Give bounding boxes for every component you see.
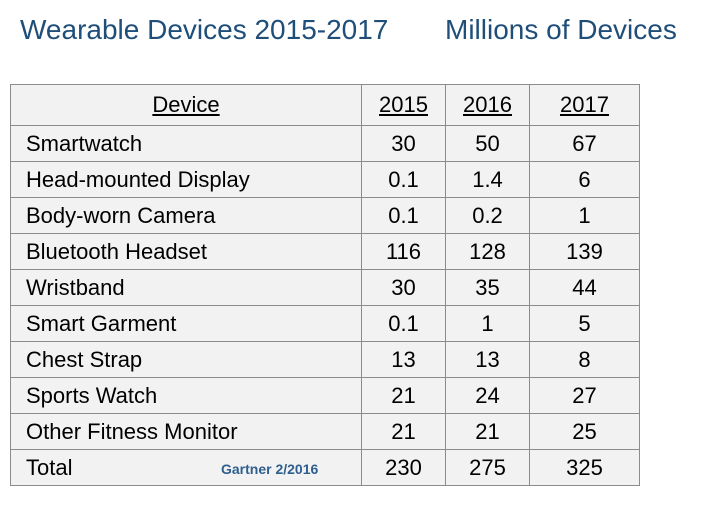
column-header-2017: 2017 xyxy=(529,84,640,126)
cell-2017: 25 xyxy=(529,413,640,450)
cell-2016: 13 xyxy=(445,341,530,378)
table-row: Bluetooth Headset 116 128 139 xyxy=(10,233,640,270)
column-header-2015: 2015 xyxy=(361,84,446,126)
cell-2015: 21 xyxy=(361,377,446,414)
table-title: Wearable Devices 2015-2017 xyxy=(20,14,389,45)
table-row: Sports Watch 21 24 27 xyxy=(10,377,640,414)
cell-2016: 1.4 xyxy=(445,161,530,198)
total-cell: Total Gartner 2/2016 xyxy=(10,449,362,486)
cell-2017: 8 xyxy=(529,341,640,378)
units-label: Millions of Devices xyxy=(445,14,677,45)
wearable-devices-table: Device 2015 2016 2017 Smartwatch 30 50 6… xyxy=(10,84,640,486)
table-row: Smartwatch 30 50 67 xyxy=(10,125,640,162)
cell-2016: 24 xyxy=(445,377,530,414)
row-label: Smart Garment xyxy=(10,305,362,342)
table-row: Body-worn Camera 0.1 0.2 1 xyxy=(10,197,640,234)
row-label: Head-mounted Display xyxy=(10,161,362,198)
cell-2016: 35 xyxy=(445,269,530,306)
cell-2016: 0.2 xyxy=(445,197,530,234)
cell-2016: 21 xyxy=(445,413,530,450)
cell-2015: 0.1 xyxy=(361,161,446,198)
cell-2016: 128 xyxy=(445,233,530,270)
row-label: Chest Strap xyxy=(10,341,362,378)
cell-2015: 116 xyxy=(361,233,446,270)
row-label: Wristband xyxy=(10,269,362,306)
source-note: Gartner 2/2016 xyxy=(221,461,319,477)
cell-2017: 139 xyxy=(529,233,640,270)
cell-2017: 67 xyxy=(529,125,640,162)
cell-2017: 6 xyxy=(529,161,640,198)
total-2017: 325 xyxy=(529,449,640,486)
cell-2015: 30 xyxy=(361,125,446,162)
row-label: Sports Watch xyxy=(10,377,362,414)
cell-2015: 21 xyxy=(361,413,446,450)
column-header-2016: 2016 xyxy=(445,84,530,126)
table-row: Head-mounted Display 0.1 1.4 6 xyxy=(10,161,640,198)
cell-2017: 27 xyxy=(529,377,640,414)
total-label: Total xyxy=(26,454,73,480)
column-header-device: Device xyxy=(10,84,362,126)
table-row: Smart Garment 0.1 1 5 xyxy=(10,305,640,342)
cell-2015: 0.1 xyxy=(361,197,446,234)
cell-2017: 5 xyxy=(529,305,640,342)
total-row: Total Gartner 2/2016 230 275 325 xyxy=(10,449,640,486)
cell-2017: 44 xyxy=(529,269,640,306)
table-row: Chest Strap 13 13 8 xyxy=(10,341,640,378)
cell-2015: 13 xyxy=(361,341,446,378)
cell-2015: 30 xyxy=(361,269,446,306)
cell-2016: 1 xyxy=(445,305,530,342)
row-label: Smartwatch xyxy=(10,125,362,162)
row-label: Body-worn Camera xyxy=(10,197,362,234)
cell-2016: 50 xyxy=(445,125,530,162)
table-row: Other Fitness Monitor 21 21 25 xyxy=(10,413,640,450)
total-2015: 230 xyxy=(361,449,446,486)
total-2016: 275 xyxy=(445,449,530,486)
row-label: Other Fitness Monitor xyxy=(10,413,362,450)
header-row: Device 2015 2016 2017 xyxy=(10,84,640,126)
table-row: Wristband 30 35 44 xyxy=(10,269,640,306)
row-label: Bluetooth Headset xyxy=(10,233,362,270)
cell-2017: 1 xyxy=(529,197,640,234)
cell-2015: 0.1 xyxy=(361,305,446,342)
